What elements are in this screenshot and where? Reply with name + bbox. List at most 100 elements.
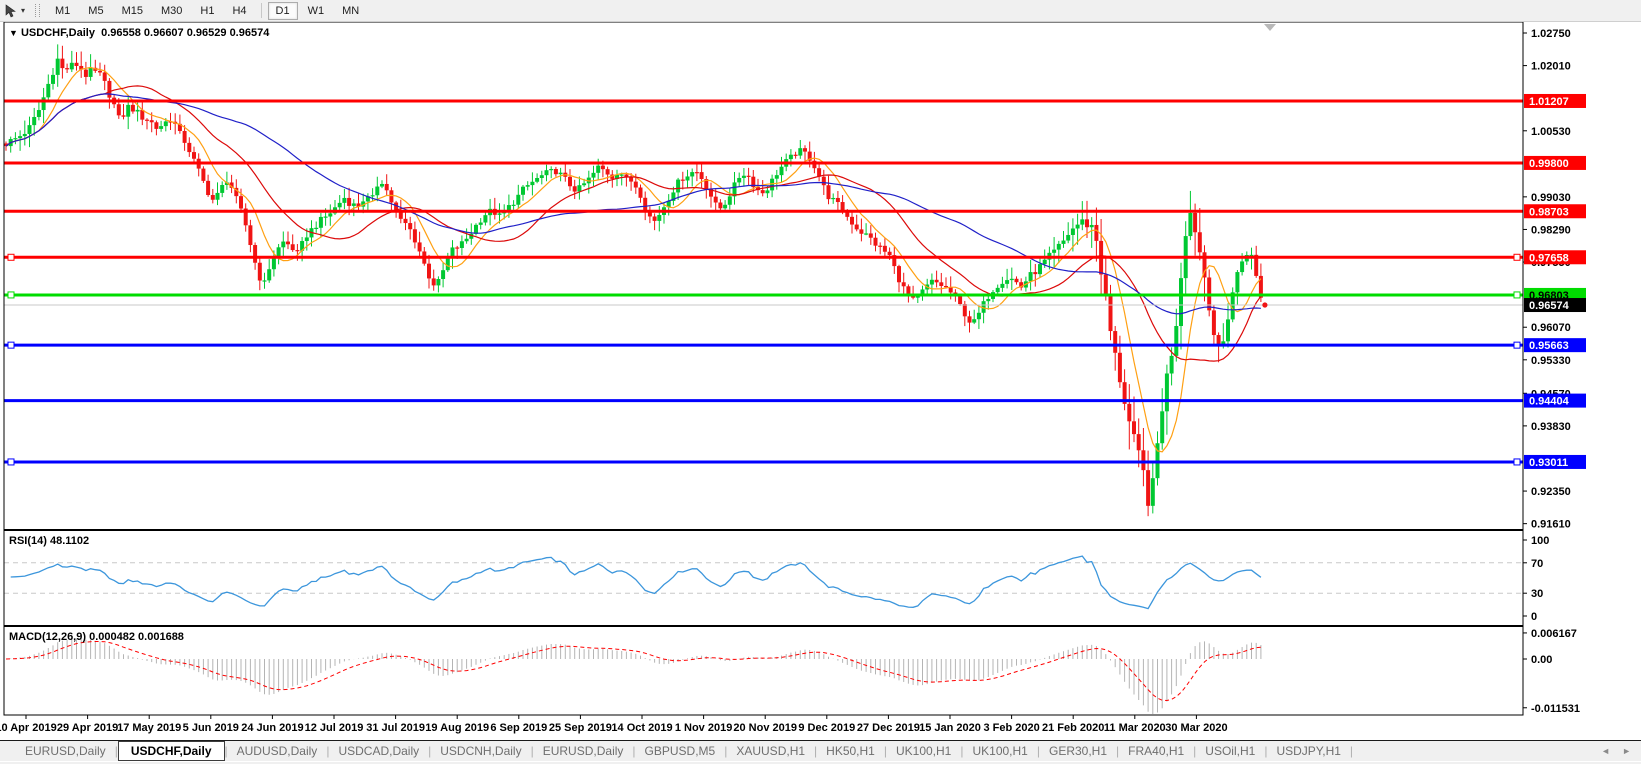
toolbar-group-separator	[260, 3, 262, 18]
chart-tab-usoil-h1[interactable]: USOil,H1	[1205, 744, 1256, 758]
date-tick-label: 31 Jul 2019	[366, 722, 425, 734]
chart-tab-usdchf-daily[interactable]: USDCHF,Daily	[117, 740, 225, 761]
date-tick-label: 29 Apr 2019	[57, 722, 118, 734]
timeframe-button-d1[interactable]: D1	[267, 1, 298, 20]
date-tick-label: 6 Sep 2019	[490, 722, 547, 734]
timeframe-button-m30[interactable]: M30	[160, 4, 183, 17]
hline-handle[interactable]	[7, 341, 15, 349]
price-tag-0.99800	[1524, 155, 1586, 170]
macd-scale-label: 0.006167	[1531, 628, 1577, 640]
hline-handle[interactable]	[1513, 341, 1521, 349]
price-tick-label: 0.91610	[1531, 519, 1571, 531]
timeframe-button-mn[interactable]: MN	[342, 4, 360, 17]
chart-collapse-icon[interactable]: ▼	[9, 28, 18, 38]
chart-tab-usdcad-daily[interactable]: USDCAD,Daily	[338, 744, 420, 758]
tab-scroll-right-icon[interactable]: ►	[1622, 746, 1631, 756]
price-tick-label: 0.99030	[1531, 192, 1571, 204]
macd-scale-label: -0.011531	[1531, 703, 1580, 715]
chart-tab-xauusd-h1[interactable]: XAUUSD,H1	[736, 744, 806, 758]
price-tag-0.93011	[1524, 454, 1586, 469]
hline-handle[interactable]	[1513, 291, 1521, 299]
date-tick-label: 5 Jun 2019	[183, 722, 239, 734]
timeframe-button-h4[interactable]: H4	[232, 4, 247, 17]
ohlc-close-value: 0.96574	[229, 27, 270, 39]
axes-layer[interactable]: 1.027501.020101.005300.990300.982900.975…	[1523, 28, 1586, 715]
date-tick-label: 20 Nov 2019	[733, 722, 797, 734]
date-tick-label: 15 Jan 2020	[919, 722, 981, 734]
price-tick-label: 0.98290	[1531, 224, 1571, 236]
tab-separator: |	[530, 744, 534, 758]
tab-separator: |	[632, 744, 636, 758]
rsi-scale-label: 100	[1531, 535, 1549, 547]
tab-separator: |	[326, 744, 330, 758]
tab-separator: |	[1349, 744, 1354, 758]
date-tick-label: 9 Dec 2019	[798, 722, 855, 734]
price-tag-label: 0.99800	[1529, 158, 1569, 170]
price-tick-label: 1.02010	[1531, 61, 1571, 73]
price-tick-label: 0.96070	[1531, 322, 1571, 334]
tab-separator: |	[1193, 744, 1197, 758]
price-tag-label: 0.98703	[1529, 206, 1569, 218]
tab-separator: |	[883, 744, 887, 758]
tab-separator: |	[1036, 744, 1040, 758]
chart-tab-hk50-h1[interactable]: HK50,H1	[826, 744, 875, 758]
ohlc-high-value: 0.96607	[143, 27, 184, 39]
pointer-dropdown-caret-icon[interactable]: ▾	[21, 6, 26, 15]
chart-tab-uk100-h1[interactable]: UK100,H1	[972, 744, 1028, 758]
chart-tab-uk100-h1[interactable]: UK100,H1	[895, 744, 952, 758]
price-tick-label: 0.93830	[1531, 421, 1571, 433]
chart-tab-usdcnh-daily[interactable]: USDCNH,Daily	[440, 744, 522, 758]
price-tag-0.97658	[1524, 250, 1586, 265]
date-tick-label: 25 Sep 2019	[549, 722, 612, 734]
macd-main-value-label: 0.000482	[89, 631, 135, 643]
chart-tab-fra40-h1[interactable]: FRA40,H1	[1128, 744, 1185, 758]
tab-separator: |	[814, 744, 818, 758]
chart-shift-marker-icon[interactable]	[1264, 24, 1276, 31]
ma-22-line[interactable]	[5, 85, 1262, 362]
chart-tab-usdjpy-h1[interactable]: USDJPY,H1	[1276, 744, 1341, 758]
tab-separator: |	[1116, 744, 1120, 758]
timeframe-button-m5[interactable]: M5	[88, 4, 104, 17]
tab-separator: |	[960, 744, 964, 758]
pointer-arrow-icon	[5, 3, 16, 17]
hline-handle[interactable]	[7, 458, 15, 466]
tab-separator: |	[114, 744, 118, 758]
tab-scroll-arrows: ◄ ►	[1601, 746, 1631, 756]
chart-tab-audusd-daily[interactable]: AUDUSD,Daily	[236, 744, 318, 758]
timeframe-button-w1[interactable]: W1	[307, 4, 325, 17]
crosshair-pointer-icon[interactable]: ▾	[2, 2, 27, 19]
date-tick-label: 17 May 2019	[117, 722, 181, 734]
price-tag-label: 0.97658	[1529, 252, 1569, 264]
chart-tab-eurusd-daily[interactable]: EURUSD,Daily	[542, 744, 624, 758]
hline-handle[interactable]	[7, 253, 15, 261]
macd-pane-layer[interactable]	[5, 638, 1262, 714]
timeframe-button-m1[interactable]: M1	[55, 4, 71, 17]
date-tick-label: 21 Feb 2020	[1042, 722, 1104, 734]
hline-handle[interactable]	[1513, 253, 1521, 261]
chart-tab-ger30-h1[interactable]: GER30,H1	[1048, 744, 1108, 758]
moving-averages-layer	[5, 66, 1262, 453]
tab-scroll-left-icon[interactable]: ◄	[1601, 746, 1611, 756]
chart-tab-bar: EURUSD,Daily | USDCHF,Daily | AUDUSD,Daily | U…	[0, 740, 1641, 761]
date-tick-label: 19 Aug 2019	[425, 722, 489, 734]
chart-tab-gbpusd-m5[interactable]: GBPUSD,M5	[644, 744, 716, 758]
ohlc-open-value: 0.96558	[101, 27, 141, 39]
price-tag-0.96574	[1524, 298, 1586, 313]
ma-8-line[interactable]	[5, 66, 1262, 453]
price-tag-0.98703	[1524, 204, 1586, 219]
hline-handle[interactable]	[1513, 458, 1521, 466]
ma-50-line[interactable]	[5, 93, 1261, 315]
hline-handle[interactable]	[7, 291, 15, 299]
chart-tab-eurusd-daily[interactable]: EURUSD,Daily	[25, 744, 106, 758]
tab-separator: |	[224, 744, 228, 758]
date-tick-label: 14 Oct 2019	[611, 722, 672, 734]
rsi-scale-label: 70	[1531, 558, 1543, 570]
rsi-scale-label: 30	[1531, 588, 1543, 600]
toolbar-drag-grip[interactable]	[35, 4, 41, 17]
rsi-pane-layer[interactable]	[4, 555, 1523, 610]
timeframe-button-m15[interactable]: M15	[121, 4, 143, 17]
timeframe-button-h1[interactable]: H1	[200, 4, 215, 17]
horizontal-lines-layer[interactable]	[4, 99, 1523, 466]
